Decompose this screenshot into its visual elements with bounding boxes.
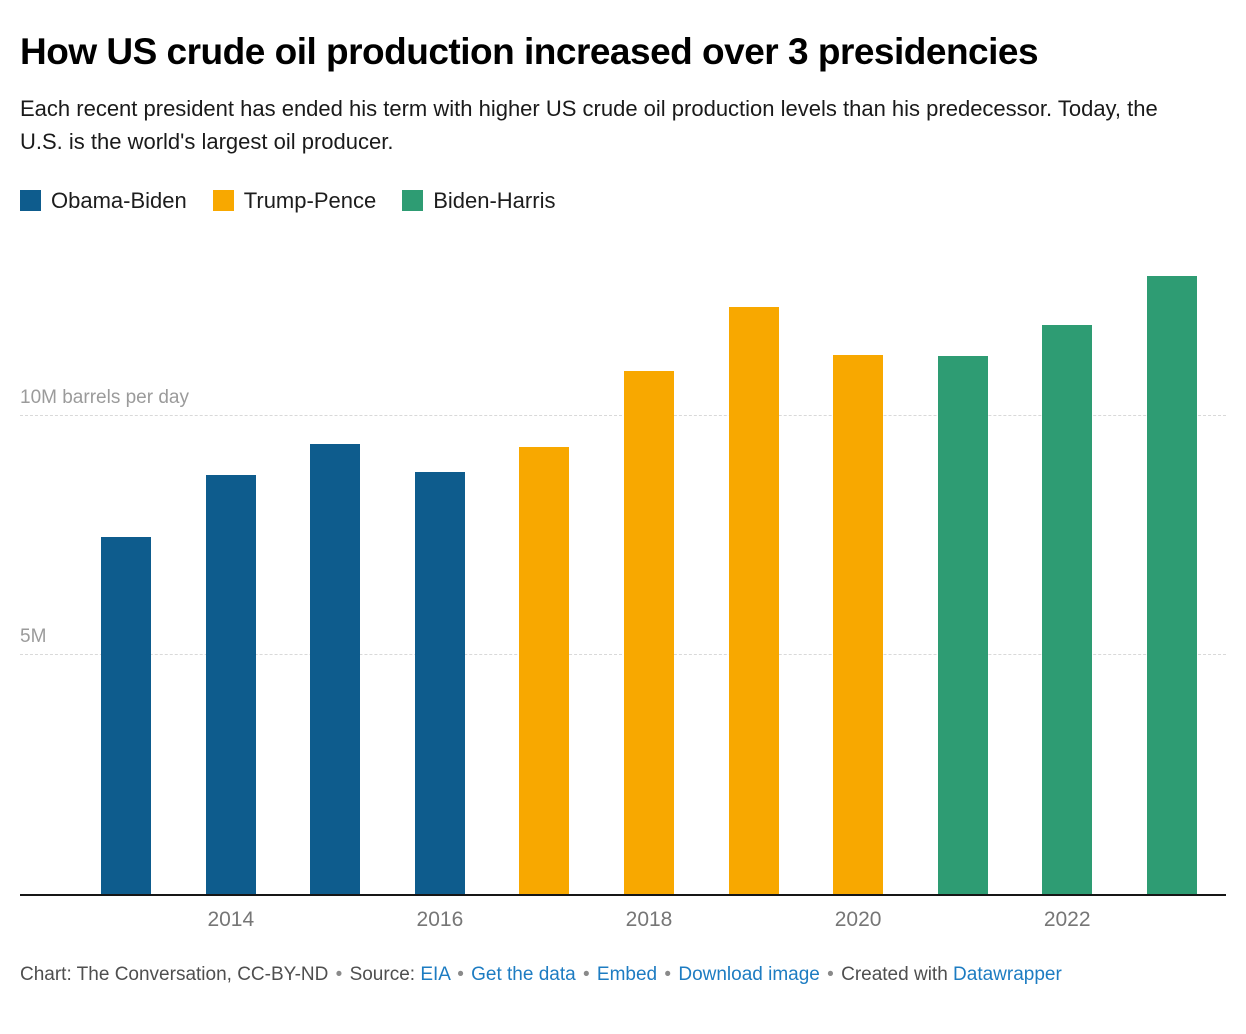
bar-2018	[624, 370, 674, 894]
chart-credit: Chart: The Conversation, CC-BY-ND	[20, 963, 329, 985]
source-label: Source:	[349, 963, 416, 985]
bar-2019	[728, 306, 779, 894]
bar-chart: 5M 10M barrels per day 2014 2016 2018 2020 20…	[20, 254, 1226, 942]
separator: •	[457, 963, 464, 985]
y-axis-tick-label: 5M	[20, 625, 47, 647]
legend-item-obama-biden: Obama-Biden	[20, 188, 187, 214]
separator: •	[582, 963, 590, 985]
legend-swatch-trump-pence	[212, 190, 234, 212]
bar-2016	[414, 471, 465, 894]
legend-swatch-biden-harris	[402, 190, 424, 212]
legend-item-trump-pence: Trump-Pence	[212, 187, 377, 214]
separator: •	[664, 963, 672, 985]
gridline-10m	[20, 415, 1226, 417]
bar-2013	[101, 536, 152, 894]
gridline-5m	[20, 653, 1226, 655]
bar-2022	[1042, 324, 1093, 894]
bar-2023	[1146, 276, 1197, 894]
embed-link[interactable]: Embed	[596, 963, 658, 985]
footer: Chart: The Conversation, CC-BY-ND • Sour…	[20, 964, 1226, 986]
separator: •	[827, 963, 834, 985]
x-tick-2022: 2022	[1043, 907, 1091, 931]
x-tick-2018: 2018	[625, 907, 673, 931]
chart-subtitle: Each recent president has ended his term…	[20, 95, 1158, 154]
source-link[interactable]: EIA	[420, 963, 450, 985]
x-tick-2014: 2014	[207, 907, 255, 931]
created-with-label: Created with	[841, 963, 948, 985]
x-axis-ticks: 2014 2016 2018 2020 2022	[20, 896, 1226, 942]
separator: •	[335, 963, 343, 985]
x-axis-line	[20, 893, 1226, 896]
y-axis-tick-label: 10M barrels per day	[20, 387, 189, 409]
bar-2017	[519, 447, 570, 894]
legend-item-biden-harris: Biden-Harris	[402, 188, 555, 214]
legend-label: Trump-Pence	[243, 187, 377, 213]
datawrapper-link[interactable]: Datawrapper	[953, 963, 1062, 985]
bar-2015	[310, 443, 361, 894]
legend-swatch-obama-biden	[20, 190, 41, 212]
x-tick-2020: 2020	[834, 907, 882, 931]
plot-area: 5M 10M barrels per day	[20, 254, 1226, 894]
legend: Obama-Biden Trump-Pence Biden-Harris	[20, 188, 1226, 214]
download-image-link[interactable]: Download image	[678, 963, 820, 985]
x-tick-2016: 2016	[416, 907, 464, 931]
legend-label: Biden-Harris	[433, 187, 556, 213]
bar-2014	[205, 475, 256, 894]
get-data-link[interactable]: Get the data	[471, 963, 576, 985]
page-title: How US crude oil production increased ov…	[20, 31, 1039, 72]
bar-2020	[833, 354, 884, 894]
bar-2021	[937, 356, 988, 894]
legend-label: Obama-Biden	[51, 187, 187, 213]
